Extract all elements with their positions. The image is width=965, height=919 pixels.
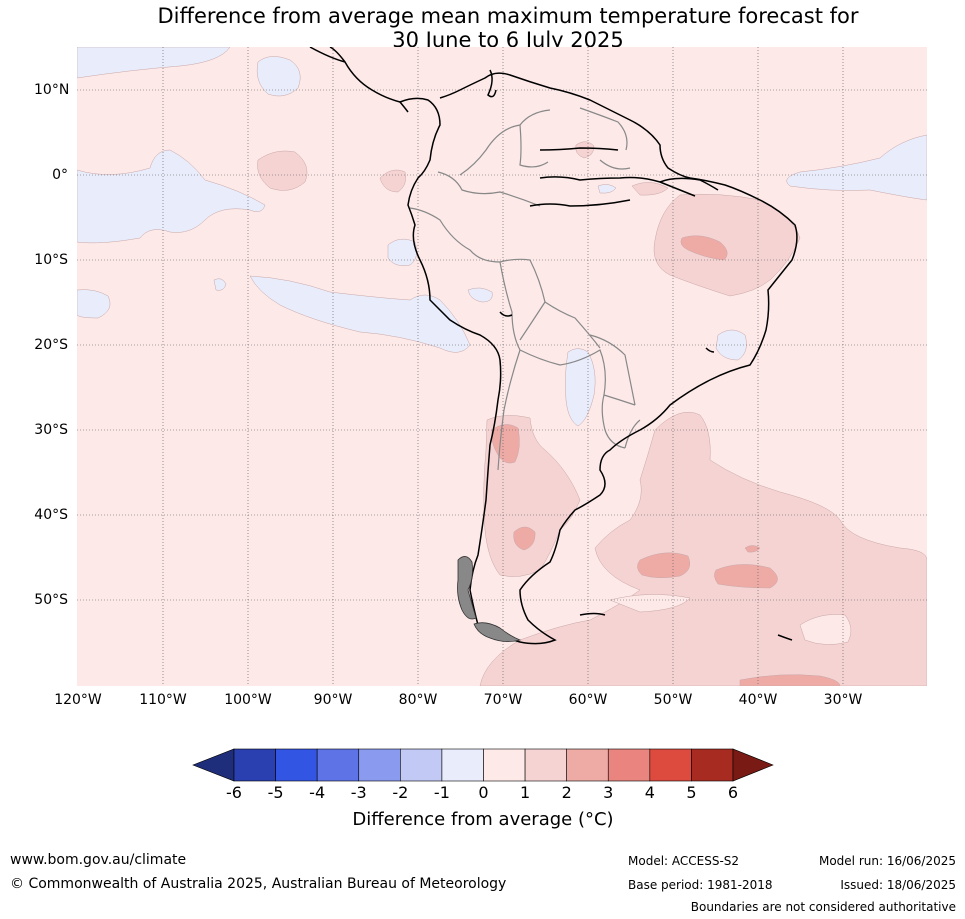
cool-patch-amazon	[597, 184, 617, 194]
colorbar-tick-label: 1	[519, 783, 531, 802]
colorbar-label: Difference from average (°C)	[352, 809, 614, 830]
cool-patch-small	[213, 278, 227, 291]
warm-patch-colombia-coast	[379, 169, 406, 193]
colorbar-cell	[483, 748, 526, 782]
colorbar-cell	[358, 748, 401, 782]
colorbar-cell	[566, 748, 609, 782]
lon-label-120w: 120°W	[54, 692, 102, 708]
lon-label-60w: 60°W	[568, 692, 608, 708]
footer-model-run: Model run: 16/06/2025	[818, 854, 956, 868]
cool-patch-bolivia	[467, 287, 493, 303]
neutral-patch-east-atlantic	[799, 614, 852, 645]
colorbar-cell	[275, 748, 318, 782]
cool-patch-peru	[387, 238, 417, 266]
footer-base-period: Base period: 1981-2018	[628, 878, 773, 892]
coastline	[309, 47, 798, 645]
cool-patch-north	[77, 47, 231, 79]
colorbar-tick-label: 2	[561, 783, 572, 802]
colorbar-cell	[233, 748, 276, 782]
warm-patch-pacific	[257, 150, 308, 191]
colorbar-cell	[649, 748, 692, 782]
cool-patch-west	[77, 289, 111, 319]
colorbar-cell	[691, 748, 734, 782]
lat-label-0: 0°	[52, 167, 68, 183]
cool-patch-atlantic	[786, 134, 927, 201]
footer-copyright: © Commonwealth of Australia 2025, Austra…	[10, 876, 507, 892]
lon-label-100w: 100°W	[224, 692, 272, 708]
footer-model: Model: ACCESS-S2	[628, 854, 740, 868]
cool-patch-east-pacific	[249, 275, 471, 353]
lon-label-50w: 50°W	[653, 692, 693, 708]
cool-patch-equator	[77, 149, 266, 244]
warm-patch-amazon-mouth	[631, 182, 669, 196]
colorbar-tick-label: 0	[478, 783, 489, 802]
lat-label-10n: 10°N	[34, 82, 70, 98]
cool-patch-galapagos	[256, 56, 301, 97]
colorbar-cell	[607, 748, 651, 782]
colorbar-cell	[441, 748, 484, 782]
lon-label-110w: 110°W	[139, 692, 187, 708]
hot-patch-south	[739, 674, 841, 686]
lon-label-90w: 90°W	[313, 692, 353, 708]
colorbar-tick-label: -4	[309, 783, 326, 802]
lat-label-40s: 40°S	[34, 507, 68, 523]
colorbar-tick-label: 5	[686, 783, 697, 802]
hot-patch-brazil	[680, 235, 728, 261]
colorbar-tick-label: 4	[644, 783, 655, 802]
colorbar-tick-label: -3	[350, 783, 367, 802]
hot-patch-andes	[491, 424, 520, 464]
colorbar-tick-label: 6	[727, 783, 739, 802]
colorbar-lower-extension	[192, 748, 235, 782]
colorbar-tick-label: -5	[267, 783, 284, 802]
map-title: Difference from average mean maximum tem…	[0, 4, 965, 52]
lon-label-40w: 40°W	[738, 692, 778, 708]
gridlines	[77, 47, 927, 686]
colorbar-cell	[316, 748, 360, 782]
hot-patch-atlantic-2	[714, 564, 778, 589]
colorbar-cell	[524, 748, 567, 782]
colorbar-cell	[400, 748, 443, 782]
chile-fjords	[457, 556, 522, 642]
country-borders	[409, 107, 641, 471]
colorbar-tick-label: -1	[433, 783, 450, 802]
colorbar-upper-extension	[732, 748, 774, 782]
neutral-patch-south-strip	[609, 594, 691, 613]
lat-label-20s: 20°S	[34, 337, 68, 353]
lon-label-30w: 30°W	[823, 692, 863, 708]
hot-patch-atlantic-1	[637, 552, 690, 578]
lat-label-50s: 50°S	[34, 592, 68, 608]
footer-disclaimer: Boundaries are not considered authoritat…	[690, 900, 956, 914]
hot-patch-patagonia	[513, 526, 536, 551]
colorbar-tick-label: -6	[226, 783, 242, 802]
lon-label-80w: 80°W	[398, 692, 438, 708]
warm-patch-guiana	[575, 141, 595, 159]
colorbar-tick-label: -2	[392, 783, 409, 802]
footer-issued: Issued: 18/06/2025	[840, 878, 956, 892]
colorbar-tick-label: 3	[603, 783, 614, 802]
hot-patch-atlantic-3	[744, 545, 761, 553]
colorbar-cells	[233, 748, 734, 782]
map-area	[77, 47, 927, 686]
lat-label-30s: 30°S	[34, 422, 68, 438]
cool-patch-paraguay	[565, 348, 596, 427]
lat-label-10s: 10°S	[34, 252, 68, 268]
title-line-1: Difference from average mean maximum tem…	[157, 4, 859, 28]
footer-url[interactable]: www.bom.gov.au/climate	[10, 852, 187, 868]
colorbar	[192, 748, 774, 782]
lon-label-70w: 70°W	[483, 692, 523, 708]
